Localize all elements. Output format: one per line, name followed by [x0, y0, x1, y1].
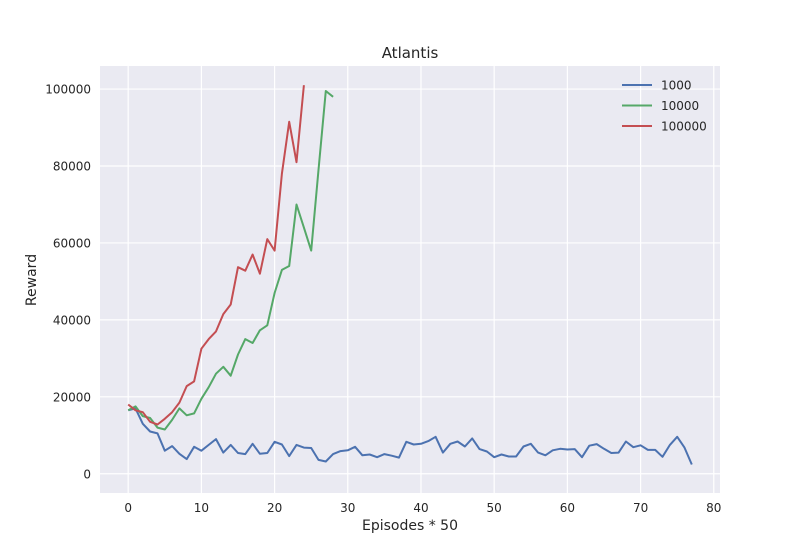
plot-background	[100, 66, 720, 493]
y-tick-label: 80000	[53, 160, 91, 174]
tick-labels: 0 10 20 30 40 50 60 70 80 0 20000 40000 60000 80000 10…	[45, 83, 721, 515]
series-line-100000	[127, 85, 305, 426]
x-tick-label: 30	[340, 501, 355, 515]
x-tick-label: 40	[413, 501, 428, 515]
y-tick-label: 0	[83, 467, 91, 481]
x-axis-label: Episodes * 50	[362, 518, 458, 534]
legend-label-10000: 10000	[661, 99, 699, 113]
x-tick-label: 60	[560, 501, 575, 515]
series-line-10000	[127, 90, 334, 431]
x-tick-label: 70	[633, 501, 648, 515]
series-layer	[127, 85, 693, 465]
x-tick-label: 10	[194, 501, 209, 515]
legend: 1000 10000 100000	[622, 79, 707, 134]
x-tick-label: 0	[124, 501, 132, 515]
legend-label-1000: 1000	[661, 79, 692, 93]
series-line-1000	[127, 407, 693, 465]
x-tick-label: 80	[706, 501, 721, 515]
chart-title: Atlantis	[382, 44, 439, 62]
y-tick-label: 20000	[53, 390, 91, 404]
y-axis-label: Reward	[24, 254, 40, 306]
y-tick-label: 100000	[45, 83, 91, 97]
x-tick-label: 50	[487, 501, 502, 515]
y-tick-label: 40000	[53, 313, 91, 327]
legend-label-100000: 100000	[661, 120, 707, 134]
x-tick-label: 20	[267, 501, 282, 515]
y-tick-label: 60000	[53, 236, 91, 250]
